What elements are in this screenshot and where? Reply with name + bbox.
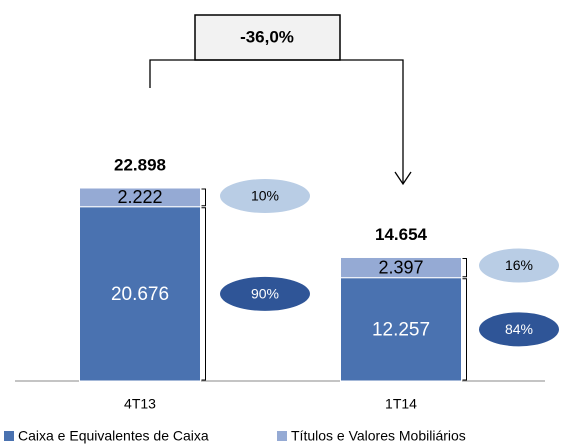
legend-label: Caixa e Equivalentes de Caixa xyxy=(18,428,209,444)
value-label: 2.222 xyxy=(117,187,162,207)
share-label: 10% xyxy=(251,188,279,204)
share-label: 16% xyxy=(505,257,533,273)
segment-bracket xyxy=(201,188,206,207)
change-bracket xyxy=(149,59,404,183)
share-label: 90% xyxy=(251,286,279,302)
arrow-head xyxy=(394,171,412,186)
value-label: 20.676 xyxy=(111,284,169,305)
annotation: -36,0% xyxy=(240,27,294,46)
value-label: 12.257 xyxy=(372,319,430,340)
bar-segment xyxy=(79,187,201,208)
value-label: 2.397 xyxy=(378,257,423,277)
share-bubble xyxy=(479,312,559,347)
total-label: 22.898 xyxy=(114,155,166,174)
segment-bracket xyxy=(462,257,467,278)
legend-label: Títulos e Valores Mobiliários xyxy=(291,428,466,444)
share-bubble xyxy=(220,179,310,213)
x-tick-label: 4T13 xyxy=(124,396,156,412)
share-bubble xyxy=(479,248,559,283)
bar-segment xyxy=(340,256,462,279)
x-tick-label: 1T14 xyxy=(385,396,417,412)
share-label: 84% xyxy=(505,321,533,337)
bar-segment xyxy=(340,277,462,382)
share-bubble xyxy=(220,276,310,311)
total-label: 14.654 xyxy=(375,225,428,244)
annotation-box xyxy=(194,14,341,61)
legend-swatch xyxy=(4,431,14,441)
segment-bracket xyxy=(201,207,206,381)
segment-bracket xyxy=(462,278,467,381)
legend-swatch xyxy=(277,431,287,441)
